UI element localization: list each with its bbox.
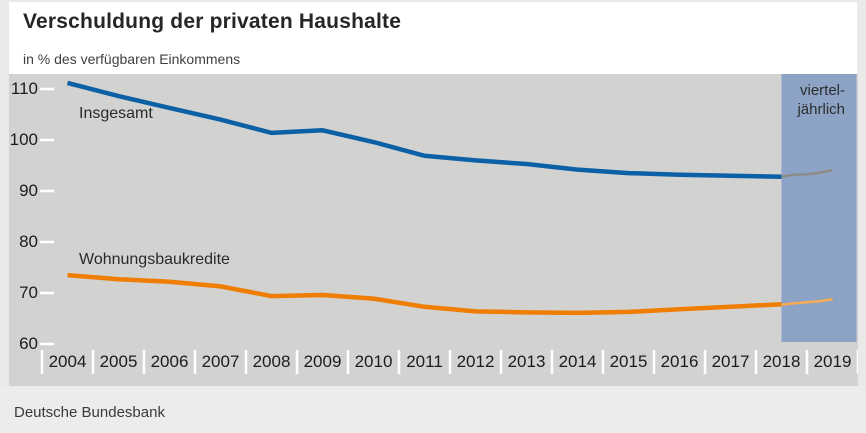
x-tick (601, 350, 605, 374)
line-series-1 (67, 272, 782, 316)
y-tick-label: 110 (10, 79, 38, 98)
y-tick-label: 100 (9, 130, 38, 149)
y-tick-label: 80 (19, 232, 38, 251)
x-tick-label: 2004 (48, 352, 87, 371)
x-tick-label: 2019 (813, 352, 852, 371)
x-tick (805, 350, 809, 374)
x-tick (397, 350, 401, 374)
x-tick (40, 350, 44, 374)
line-series-3 (781, 297, 833, 306)
chart-title: Verschuldung der privaten Haushalte (23, 10, 402, 33)
y-tick (40, 138, 54, 142)
quarterly-band-label: viertel- jährlich (765, 81, 845, 119)
x-tick-label: 2009 (303, 352, 342, 371)
x-tick-label: 2006 (150, 352, 189, 371)
x-tick (91, 350, 95, 374)
x-tick-label: 2007 (201, 352, 240, 371)
x-tick-label: 2018 (762, 352, 801, 371)
series-label-wohnungsbaukredite: Wohnungsbaukredite (79, 251, 230, 268)
x-tick (703, 350, 707, 374)
x-tick-label: 2011 (406, 352, 443, 371)
quarterly-band-label-line1: viertel- (799, 82, 845, 99)
y-tick (40, 240, 54, 244)
quarterly-band-label-line2: jährlich (797, 101, 845, 118)
source-label: Deutsche Bundesbank (14, 404, 165, 421)
x-tick (448, 350, 452, 374)
chart-header: Verschuldung der privaten Haushalte in %… (9, 2, 857, 74)
y-tick-label: 90 (19, 181, 38, 200)
x-tick-label: 2013 (507, 352, 546, 371)
x-tick (754, 350, 758, 374)
x-tick-label: 2014 (558, 352, 597, 371)
x-tick (244, 350, 248, 374)
x-tick (193, 350, 197, 374)
x-tick (142, 350, 146, 374)
chart-footer: Deutsche Bundesbank (0, 386, 866, 433)
chart-area: 110 100 90 80 70 60 2004 2005 2006 2007 2008 2009 2… (9, 74, 858, 386)
x-tick-label: 2005 (99, 352, 138, 371)
x-tick-label: 2015 (609, 352, 648, 371)
series-label-insgesamt: Insgesamt (79, 105, 153, 122)
x-tick-label: 2010 (354, 352, 393, 371)
y-tick-label: 70 (19, 283, 38, 302)
x-tick (346, 350, 350, 374)
x-tick (856, 350, 858, 374)
x-tick-label: 2008 (252, 352, 291, 371)
line-series-0 (66, 80, 782, 179)
quarterly-band (781, 74, 857, 342)
x-tick (295, 350, 299, 374)
chart-subtitle: in % des verfügbaren Einkommens (23, 51, 241, 67)
x-tick-label: 2012 (456, 352, 495, 371)
x-tick-label: 2016 (660, 352, 699, 371)
chart-canvas (40, 74, 858, 374)
y-tick (40, 342, 54, 346)
x-tick-label: 2017 (711, 352, 750, 371)
y-tick-label: 60 (19, 334, 38, 353)
line-series-2 (781, 168, 833, 178)
x-tick (652, 350, 656, 374)
x-tick (550, 350, 554, 374)
y-tick (40, 87, 54, 91)
y-tick (40, 189, 54, 193)
x-tick (499, 350, 503, 374)
y-tick (40, 291, 54, 295)
